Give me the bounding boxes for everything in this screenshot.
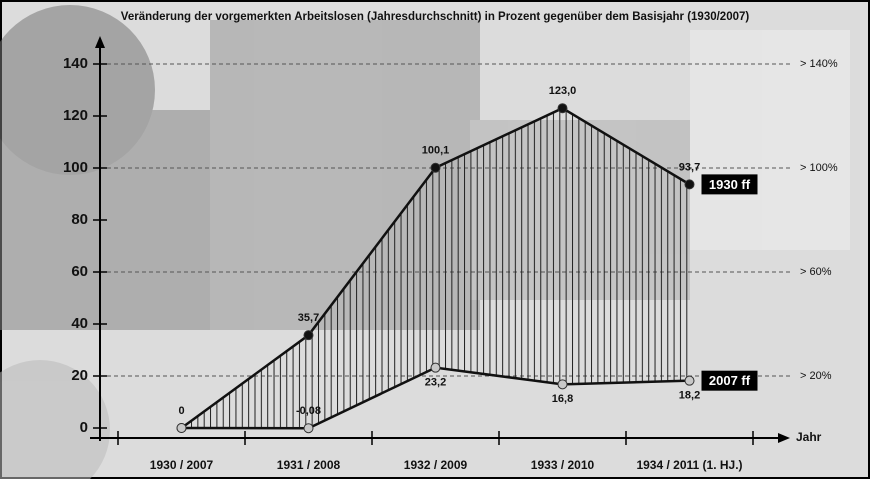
data-point xyxy=(431,163,440,172)
chart: Veränderung der vorgemerkten Arbeitslose… xyxy=(0,0,870,479)
y-tick-label: 120 xyxy=(63,107,88,124)
data-label: 123,0 xyxy=(549,85,577,97)
reference-label: > 140% xyxy=(800,58,838,70)
data-point xyxy=(304,424,313,433)
y-tick-label: 40 xyxy=(71,315,88,332)
reference-label: > 60% xyxy=(800,266,832,278)
reference-label: > 100% xyxy=(800,162,838,174)
data-point xyxy=(177,424,186,433)
x-tick-label: 1933 / 2010 xyxy=(531,458,595,472)
data-point xyxy=(558,104,567,113)
data-point xyxy=(304,331,313,340)
data-label: 35,7 xyxy=(298,312,319,324)
chart-title: Veränderung der vorgemerkten Arbeitslose… xyxy=(121,11,750,23)
y-tick-label: 0 xyxy=(80,419,88,436)
series-name: 1930 ff xyxy=(709,177,751,192)
y-tick-label: 80 xyxy=(71,211,88,228)
y-tick-label: 20 xyxy=(71,367,88,384)
y-tick-label: 140 xyxy=(63,55,88,72)
data-label: 100,1 xyxy=(422,145,450,157)
data-point xyxy=(431,363,440,372)
reference-label: > 20% xyxy=(800,370,832,382)
data-label: 16,8 xyxy=(552,393,573,405)
x-tick-label: 1930 / 2007 xyxy=(150,458,214,472)
x-tick-label: 1931 / 2008 xyxy=(277,458,341,472)
y-tick-label: 100 xyxy=(63,159,88,176)
data-label: 0 xyxy=(178,405,184,417)
data-label: 18,2 xyxy=(679,390,700,402)
data-label: 93,7 xyxy=(679,161,700,173)
data-point xyxy=(685,376,694,385)
data-point xyxy=(685,180,694,189)
data-label: 23,2 xyxy=(425,377,446,389)
data-point xyxy=(558,380,567,389)
x-tick-label: 1934 / 2011 (1. HJ.) xyxy=(636,458,742,472)
x-axis-label: Jahr xyxy=(796,430,822,444)
x-tick-label: 1932 / 2009 xyxy=(404,458,468,472)
data-label: -0,08 xyxy=(296,405,321,417)
y-tick-label: 60 xyxy=(71,263,88,280)
series-name: 2007 ff xyxy=(709,373,751,388)
